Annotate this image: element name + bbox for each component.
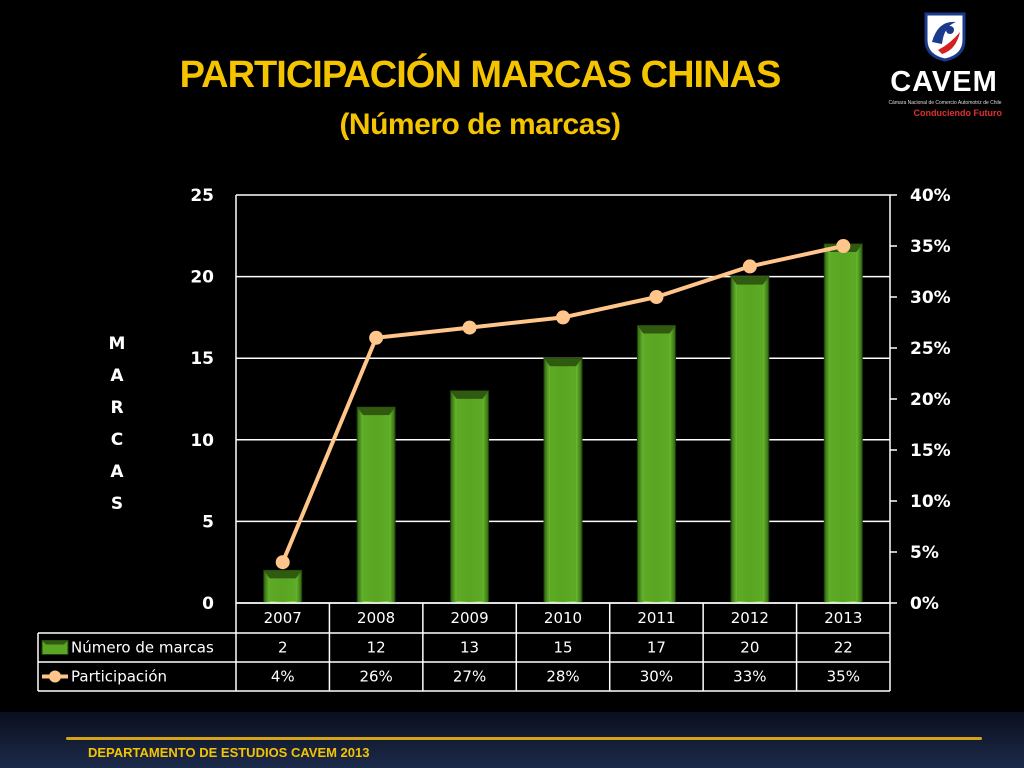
data-label: 35% — [827, 668, 860, 686]
category-label: 2012 — [731, 609, 769, 627]
y2-tick-label: 30% — [910, 288, 951, 308]
y2-tick-label: 40% — [910, 186, 951, 206]
footer-text: DEPARTAMENTO DE ESTUDIOS CAVEM 2013 — [88, 745, 370, 760]
cavem-logo: CAVEM Cámara Nacional de Comercio Automo… — [882, 10, 1006, 122]
y-axis-labels: 0 5 10 15 20 25 — [190, 186, 214, 614]
data-label: 26% — [359, 668, 392, 686]
y-tick-label: 10 — [190, 431, 214, 451]
bar — [543, 357, 583, 604]
y2-tick-label: 25% — [910, 339, 951, 359]
legend-label: Participación — [71, 668, 167, 686]
legend-label: Número de marcas — [71, 639, 214, 657]
y2-tick-label: 35% — [910, 237, 951, 257]
y-tick-label: 0 — [202, 594, 214, 614]
y2-tick-label: 20% — [910, 390, 951, 410]
data-label: 30% — [640, 668, 673, 686]
footer-bar — [0, 712, 1024, 768]
y2-axis-labels: 0% 5% 10% 15% 20% 25% 30% 35% 40% — [890, 186, 951, 614]
data-label: 15 — [553, 639, 572, 657]
bar — [636, 325, 676, 604]
logo-tagline: Conduciendo Futuro — [913, 108, 1002, 118]
data-label: 4% — [271, 668, 295, 686]
bar-series — [263, 243, 863, 604]
line-point — [275, 555, 290, 570]
data-label: 12 — [367, 639, 386, 657]
bar — [450, 390, 490, 604]
category-label: 2010 — [544, 609, 582, 627]
data-label: 17 — [647, 639, 666, 657]
chart-subtitle: (Número de marcas) — [339, 108, 621, 141]
line-series — [275, 239, 851, 570]
data-label: 2 — [278, 639, 288, 657]
y2-tick-label: 5% — [910, 543, 939, 563]
category-label: 2007 — [264, 609, 302, 627]
y-axis-title-letter: S — [111, 494, 123, 514]
bar — [263, 569, 303, 604]
y2-tick-label: 10% — [910, 492, 951, 512]
line-point — [556, 310, 570, 325]
y-axis-title-letter: C — [111, 430, 123, 450]
line-point — [742, 259, 757, 274]
data-label: 28% — [546, 668, 579, 686]
chart-title: PARTICIPACIÓN MARCAS CHINAS — [179, 54, 782, 96]
category-label: 2013 — [824, 609, 862, 627]
cavem-emblem-icon — [924, 12, 966, 62]
y2-tick-label: 15% — [910, 441, 951, 461]
y-axis-title-letter: M — [109, 334, 126, 354]
line-point — [462, 320, 477, 335]
logo-line: Cámara Nacional de Comercio Automotriz d… — [888, 100, 1002, 106]
data-label: 20 — [740, 639, 759, 657]
y-axis-title-letter: R — [110, 398, 123, 418]
bar — [356, 406, 396, 604]
y-tick-label: 20 — [190, 268, 214, 288]
line-point — [369, 330, 384, 345]
category-label: 2011 — [637, 609, 675, 627]
y2-tick-label: 0% — [910, 594, 939, 614]
footer-divider — [66, 737, 982, 740]
data-label: 22 — [834, 639, 853, 657]
bar — [823, 243, 863, 604]
line-point — [836, 239, 851, 253]
y-axis-title-letter: A — [110, 462, 124, 482]
y-axis-title: MARCAS — [109, 334, 126, 514]
y-tick-label: 15 — [190, 349, 214, 369]
y-tick-label: 5 — [202, 512, 214, 532]
line-point — [649, 290, 664, 304]
data-label: 13 — [460, 639, 479, 657]
y-axis-title-letter: A — [110, 366, 124, 386]
bar — [730, 276, 770, 604]
category-label: 2009 — [450, 609, 488, 627]
data-label: 33% — [733, 668, 766, 686]
y-tick-label: 25 — [190, 186, 214, 206]
legend-swatch-marker — [49, 670, 61, 683]
data-label: 27% — [453, 668, 486, 686]
category-label: 2008 — [357, 609, 395, 627]
logo-name: CAVEM — [890, 66, 998, 98]
